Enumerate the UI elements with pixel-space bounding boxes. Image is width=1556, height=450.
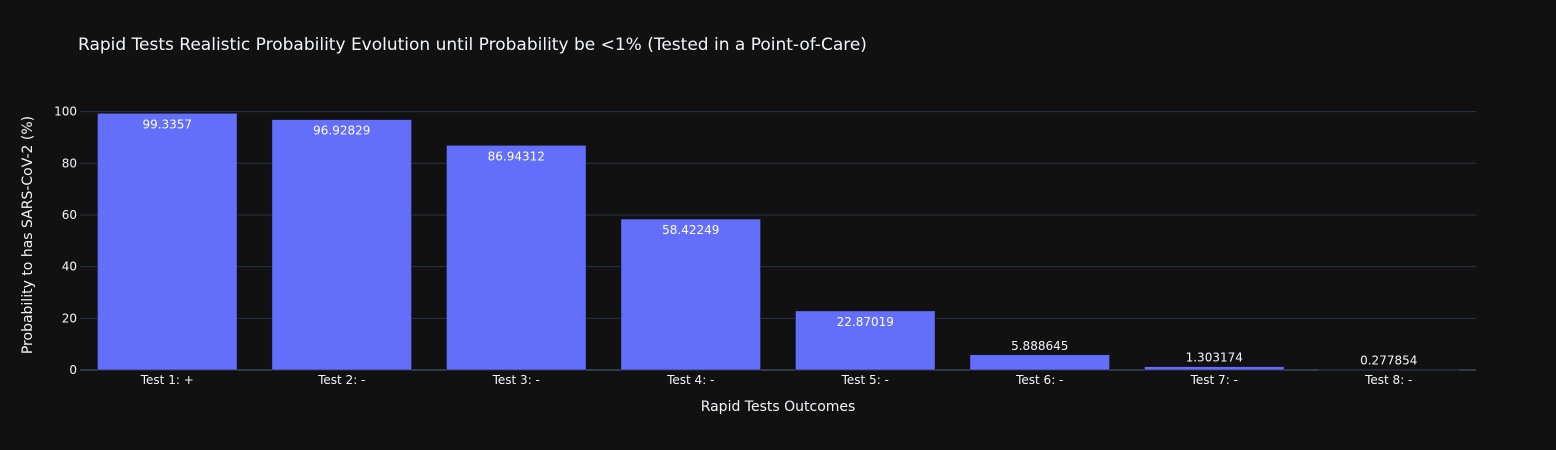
bar[interactable]	[97, 113, 238, 371]
x-tick-label: Test 3: -	[492, 373, 540, 387]
x-tick-label: Test 2: -	[317, 373, 365, 387]
y-tick-label: 20	[62, 311, 77, 325]
x-tick-label: Test 8: -	[1364, 373, 1412, 387]
x-tick-label: Test 1: +	[140, 373, 194, 387]
y-axis-ticks: 0 20 40 60 80 100	[54, 105, 77, 377]
data-label: 99.3357	[142, 117, 192, 131]
bar[interactable]	[620, 218, 761, 371]
bar[interactable]	[1144, 366, 1285, 371]
bar[interactable]	[446, 145, 587, 371]
bar[interactable]	[969, 354, 1110, 371]
data-label: 86.94312	[488, 149, 545, 163]
data-label: 22.87019	[837, 315, 894, 329]
data-label: 0.277854	[1360, 353, 1417, 367]
bar[interactable]	[1318, 369, 1459, 371]
x-tick-label: Test 6: -	[1015, 373, 1063, 387]
data-label: 1.303174	[1186, 351, 1243, 365]
y-tick-label: 80	[62, 156, 77, 170]
y-tick-label: 60	[62, 208, 77, 222]
y-tick-label: 0	[69, 363, 77, 377]
data-label: 5.888645	[1011, 339, 1068, 353]
x-tick-label: Test 7: -	[1190, 373, 1238, 387]
x-tick-label: Test 4: -	[666, 373, 714, 387]
x-axis-title: Rapid Tests Outcomes	[701, 399, 856, 415]
data-label: 58.42249	[662, 223, 719, 237]
bar[interactable]	[795, 310, 936, 371]
data-labels: 99.3357 96.92829 86.94312 58.42249 22.87019 5…	[142, 117, 1417, 367]
chart-title: Rapid Tests Realistic Probability Evolut…	[78, 35, 867, 55]
bar[interactable]	[271, 119, 412, 371]
bars	[97, 113, 1459, 371]
data-label: 96.92829	[313, 124, 370, 138]
y-tick-label: 40	[62, 260, 77, 274]
y-tick-label: 100	[54, 105, 77, 119]
x-tick-label: Test 5: -	[841, 373, 889, 387]
y-axis-title: Probability to has SARS-CoV-2 (%)	[20, 116, 36, 354]
x-axis-ticks: Test 1: + Test 2: - Test 3: - Test 4: - Test…	[140, 373, 1413, 387]
